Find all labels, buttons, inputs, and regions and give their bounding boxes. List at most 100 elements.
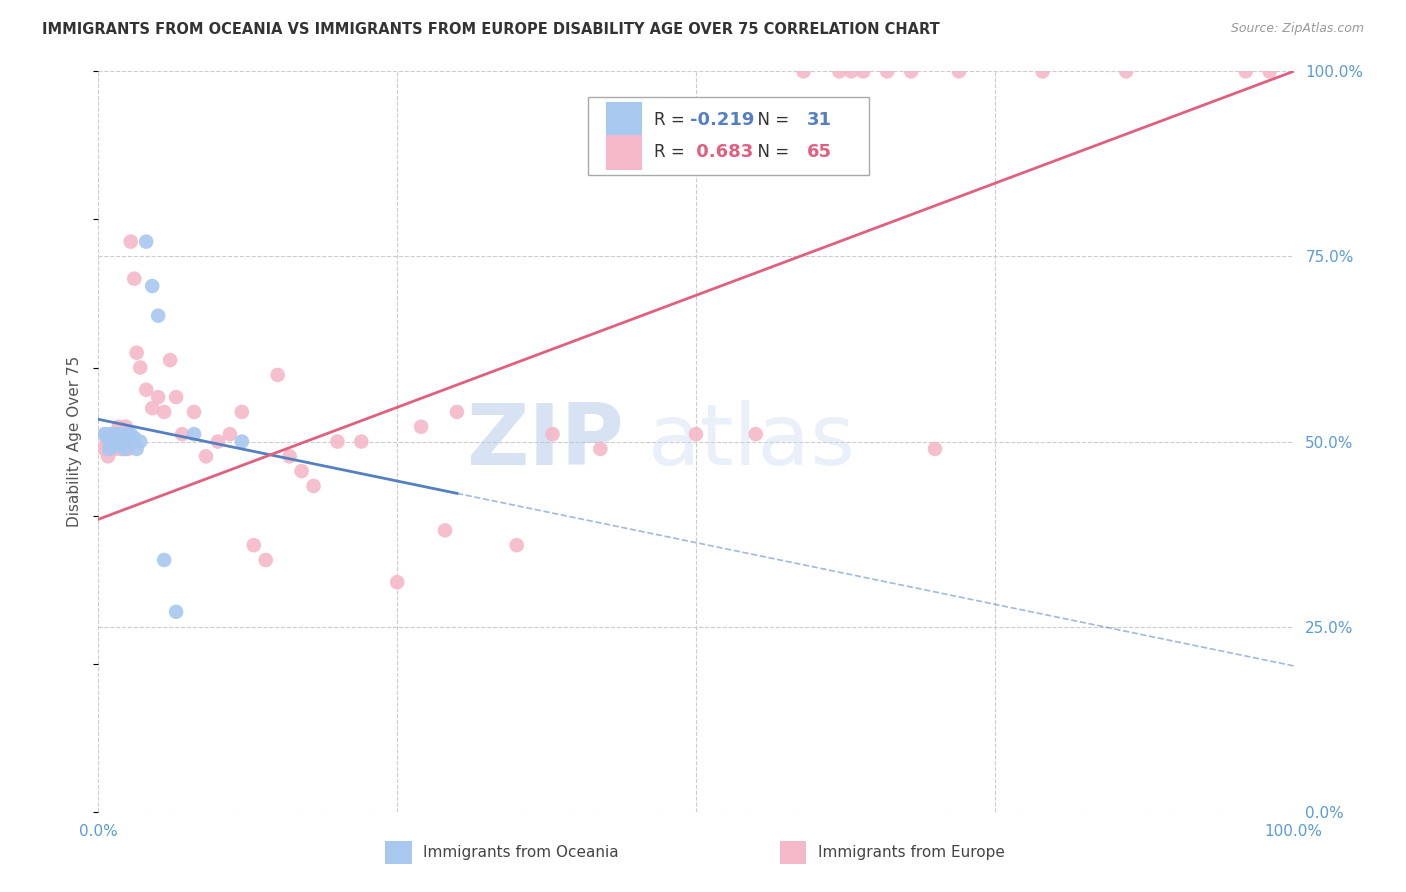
Point	[115, 427, 138, 442]
Point	[135, 383, 157, 397]
Text: Immigrants from Europe: Immigrants from Europe	[818, 845, 1005, 860]
Text: IMMIGRANTS FROM OCEANIA VS IMMIGRANTS FROM EUROPE DISABILITY AGE OVER 75 CORRELA: IMMIGRANTS FROM OCEANIA VS IMMIGRANTS FR…	[42, 22, 941, 37]
Point	[135, 235, 157, 249]
Point	[385, 575, 409, 590]
Point	[124, 431, 146, 445]
Point	[111, 431, 134, 445]
Point	[302, 479, 325, 493]
Point	[93, 427, 115, 442]
Point	[243, 538, 266, 552]
Point	[1234, 64, 1257, 78]
Point	[876, 64, 898, 78]
Point	[291, 464, 314, 478]
Point	[108, 442, 131, 456]
Point	[159, 353, 181, 368]
Point	[93, 442, 115, 456]
Point	[97, 450, 120, 464]
Point	[141, 279, 163, 293]
Point	[114, 442, 136, 456]
Point	[111, 434, 134, 449]
Point	[98, 442, 121, 456]
FancyBboxPatch shape	[606, 135, 643, 170]
FancyBboxPatch shape	[779, 841, 806, 863]
Point	[231, 434, 253, 449]
Point	[172, 427, 194, 442]
Point	[153, 405, 176, 419]
Point	[852, 64, 875, 78]
Point	[125, 442, 148, 456]
Point	[841, 64, 863, 78]
Text: atlas: atlas	[648, 400, 856, 483]
Point	[96, 427, 118, 442]
Point	[411, 419, 433, 434]
Point	[541, 427, 564, 442]
FancyBboxPatch shape	[606, 103, 643, 137]
Point	[101, 431, 124, 445]
Point	[1115, 64, 1137, 78]
Point	[948, 64, 970, 78]
Point	[103, 434, 125, 449]
Point	[110, 438, 132, 452]
Point	[231, 405, 253, 419]
Point	[117, 442, 139, 456]
Point	[900, 64, 922, 78]
Point	[1032, 64, 1054, 78]
Text: -0.219: -0.219	[690, 111, 755, 129]
Text: R =: R =	[654, 111, 690, 129]
FancyBboxPatch shape	[385, 841, 412, 863]
Point	[165, 390, 187, 404]
Point	[98, 434, 122, 449]
Point	[793, 64, 815, 78]
Point	[183, 405, 205, 419]
Point	[446, 405, 468, 419]
Point	[1258, 64, 1281, 78]
Point	[100, 427, 122, 442]
Point	[104, 434, 127, 449]
Point	[104, 438, 127, 452]
Text: N =: N =	[748, 111, 794, 129]
Point	[105, 427, 128, 442]
Point	[589, 442, 612, 456]
Point	[254, 553, 277, 567]
Point	[112, 434, 135, 449]
Point	[219, 427, 242, 442]
Point	[112, 427, 135, 442]
Text: 0.683: 0.683	[690, 144, 754, 161]
Point	[103, 442, 125, 456]
Point	[108, 434, 131, 449]
Point	[124, 271, 146, 285]
Point	[97, 431, 120, 445]
Point	[745, 427, 768, 442]
Point	[924, 442, 946, 456]
Y-axis label: Disability Age Over 75: Disability Age Over 75	[67, 356, 83, 527]
Point	[107, 419, 129, 434]
Point	[350, 434, 373, 449]
Text: R =: R =	[654, 144, 690, 161]
Text: 31: 31	[807, 111, 832, 129]
Point	[685, 427, 707, 442]
Point	[120, 235, 142, 249]
Point	[267, 368, 290, 382]
Point	[107, 427, 129, 442]
Point	[506, 538, 529, 552]
Point	[129, 434, 152, 449]
Point	[114, 442, 136, 456]
Point	[125, 345, 148, 359]
Point	[107, 431, 129, 445]
Point	[195, 450, 218, 464]
Point	[148, 390, 170, 404]
Point	[183, 427, 205, 442]
Point	[129, 360, 152, 375]
Point	[148, 309, 170, 323]
Point	[207, 434, 229, 449]
Text: 65: 65	[807, 144, 832, 161]
Point	[96, 434, 118, 449]
Point	[98, 431, 121, 445]
Point	[165, 605, 187, 619]
Point	[828, 64, 851, 78]
Point	[115, 427, 138, 442]
Point	[115, 431, 138, 445]
Point	[117, 434, 139, 449]
Point	[141, 401, 163, 416]
Point	[434, 524, 457, 538]
